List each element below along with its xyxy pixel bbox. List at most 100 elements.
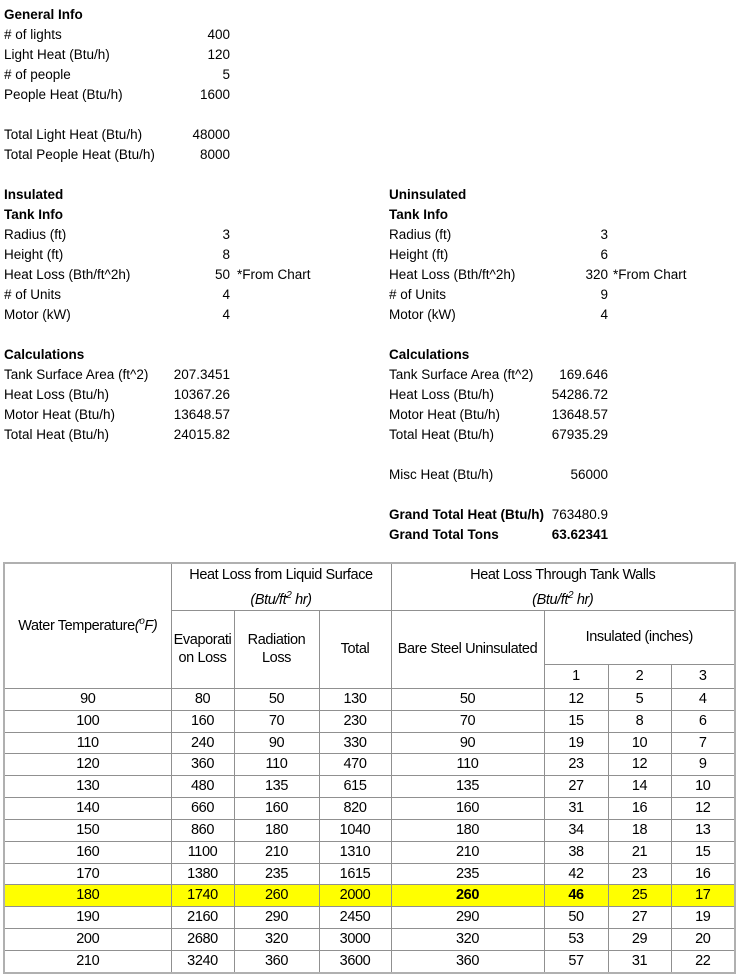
info-row: # of people 5 bbox=[4, 65, 354, 85]
table-cell: 200 bbox=[3, 928, 172, 951]
info-row: Heat Loss (Bth/ft^2h) 50 *From Chart bbox=[4, 265, 364, 285]
table-row: 150 860 180 1040 180 34 18 13 bbox=[3, 818, 736, 842]
table-cell: 210 bbox=[390, 840, 545, 864]
row-value[interactable]: 63.62341 bbox=[551, 527, 608, 542]
table-row: 120 360 110 470 110 23 12 9 bbox=[3, 753, 736, 777]
info-row: Grand Total Tons 63.62341 bbox=[389, 525, 734, 545]
row-label: Heat Loss (Btu/h) bbox=[4, 387, 110, 402]
row-value[interactable]: 24015.82 bbox=[173, 427, 230, 442]
row-label: # of lights bbox=[4, 27, 62, 42]
info-row: Motor Heat (Btu/h) 13648.57 bbox=[4, 405, 364, 425]
row-value[interactable]: 5 bbox=[222, 67, 230, 82]
table-cell: 190 bbox=[3, 906, 172, 930]
table-cell: 100 bbox=[3, 709, 172, 733]
table-cell: 7 bbox=[670, 731, 736, 755]
table-cell: 16 bbox=[670, 862, 736, 886]
table-cell: 29 bbox=[607, 928, 672, 951]
row-label: Total Light Heat (Btu/h) bbox=[4, 127, 143, 142]
row-value[interactable]: 120 bbox=[207, 47, 230, 62]
table-cell: 230 bbox=[318, 709, 392, 733]
info-row bbox=[4, 325, 364, 345]
table-cell: 19 bbox=[543, 731, 609, 755]
row-value[interactable]: 4 bbox=[222, 287, 230, 302]
group-header-row: Water Temperature(oF) Heat Loss from Liq… bbox=[3, 562, 736, 689]
row-label: Tank Surface Area (ft^2) bbox=[4, 367, 149, 382]
table-cell: 25 bbox=[607, 884, 672, 908]
table-cell: 2000 bbox=[318, 884, 392, 908]
tank-walls-group-title: Heat Loss Through Tank Walls bbox=[470, 567, 656, 583]
table-cell: 150 bbox=[3, 818, 172, 842]
info-row: Heat Loss (Bth/ft^2h) 320 *From Chart bbox=[389, 265, 734, 285]
row-value[interactable]: 56000 bbox=[570, 467, 608, 482]
row-value[interactable]: 4 bbox=[222, 307, 230, 322]
table-cell: 110 bbox=[3, 731, 172, 755]
table-row: 160 1100 210 1310 210 38 21 15 bbox=[3, 840, 736, 864]
info-row: Total People Heat (Btu/h) 8000 bbox=[4, 145, 354, 165]
row-label: # of Units bbox=[4, 287, 62, 302]
row-value[interactable]: 3 bbox=[600, 227, 608, 242]
table-cell: 290 bbox=[390, 906, 545, 930]
tank-walls-group-unit: (Btu/ft2 hr) bbox=[532, 590, 594, 608]
table-cell: 4 bbox=[670, 687, 736, 711]
table-cell: 21 bbox=[607, 840, 672, 864]
info-row: Radius (ft) 3 bbox=[389, 225, 734, 245]
table-cell: 2450 bbox=[318, 906, 392, 930]
row-label: Light Heat (Btu/h) bbox=[4, 47, 110, 62]
lookup-table-body: 90 80 50 130 50 12 5 4 100 160 70 230 70… bbox=[3, 687, 736, 974]
table-cell: 53 bbox=[543, 928, 609, 951]
insulation-size-1: 1 bbox=[543, 663, 609, 689]
table-cell: 20 bbox=[670, 928, 736, 951]
row-value[interactable]: 13648.57 bbox=[173, 407, 230, 422]
row-value[interactable]: 320 bbox=[585, 267, 608, 282]
row-value[interactable]: 169.646 bbox=[559, 367, 608, 382]
info-row: Tank Info bbox=[389, 205, 734, 225]
row-value[interactable]: 50 bbox=[214, 267, 230, 282]
table-cell: 5 bbox=[607, 687, 672, 711]
info-row bbox=[389, 325, 734, 345]
row-value[interactable]: 10367.26 bbox=[173, 387, 230, 402]
row-label: General Info bbox=[4, 7, 83, 22]
table-cell: 470 bbox=[318, 753, 392, 777]
table-cell: 12 bbox=[670, 797, 736, 820]
table-cell: 13 bbox=[670, 818, 736, 842]
row-value[interactable]: 400 bbox=[207, 27, 230, 42]
row-value[interactable]: 48000 bbox=[192, 127, 230, 142]
table-cell: 31 bbox=[543, 797, 609, 820]
table-row: 130 480 135 615 135 27 14 10 bbox=[3, 775, 736, 799]
row-label: People Heat (Btu/h) bbox=[4, 87, 123, 102]
row-value[interactable]: 763480.9 bbox=[551, 507, 608, 522]
table-cell: 6 bbox=[670, 709, 736, 733]
row-label: Radius (ft) bbox=[4, 227, 67, 242]
info-row: Motor (kW) 4 bbox=[4, 305, 364, 325]
info-row: Tank Info bbox=[4, 205, 364, 225]
info-row: Motor Heat (Btu/h) 13648.57 bbox=[389, 405, 734, 425]
table-cell: 360 bbox=[233, 949, 320, 974]
row-label: Heat Loss (Bth/ft^2h) bbox=[389, 267, 516, 282]
insulation-size-2: 2 bbox=[607, 663, 672, 689]
table-cell: 8 bbox=[607, 709, 672, 733]
general-info-section: General Info # of lights 400 Light Heat … bbox=[4, 5, 354, 165]
row-value[interactable]: 54286.72 bbox=[551, 387, 608, 402]
table-cell: 90 bbox=[3, 687, 172, 711]
info-row bbox=[389, 445, 734, 465]
row-value[interactable]: 8000 bbox=[199, 147, 230, 162]
table-cell: 23 bbox=[607, 862, 672, 886]
row-value[interactable]: 3 bbox=[222, 227, 230, 242]
table-cell: 135 bbox=[233, 775, 320, 799]
row-value[interactable]: 6 bbox=[600, 247, 608, 262]
row-value[interactable]: 8 bbox=[222, 247, 230, 262]
row-label: Motor (kW) bbox=[4, 307, 71, 322]
info-row: Insulated bbox=[4, 185, 364, 205]
insulation-size-3: 3 bbox=[670, 663, 736, 689]
row-value[interactable]: 9 bbox=[600, 287, 608, 302]
table-cell: 1380 bbox=[170, 862, 235, 886]
table-cell: 15 bbox=[670, 840, 736, 864]
row-value[interactable]: 13648.57 bbox=[551, 407, 608, 422]
row-value[interactable]: 67935.29 bbox=[551, 427, 608, 442]
row-value[interactable]: 4 bbox=[600, 307, 608, 322]
row-label: Total Heat (Btu/h) bbox=[389, 427, 495, 442]
table-cell: 820 bbox=[318, 797, 392, 820]
row-value[interactable]: 207.3451 bbox=[173, 367, 230, 382]
row-value[interactable]: 1600 bbox=[199, 87, 230, 102]
